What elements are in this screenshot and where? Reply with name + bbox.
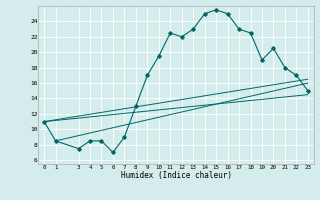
X-axis label: Humidex (Indice chaleur): Humidex (Indice chaleur) [121, 171, 231, 180]
